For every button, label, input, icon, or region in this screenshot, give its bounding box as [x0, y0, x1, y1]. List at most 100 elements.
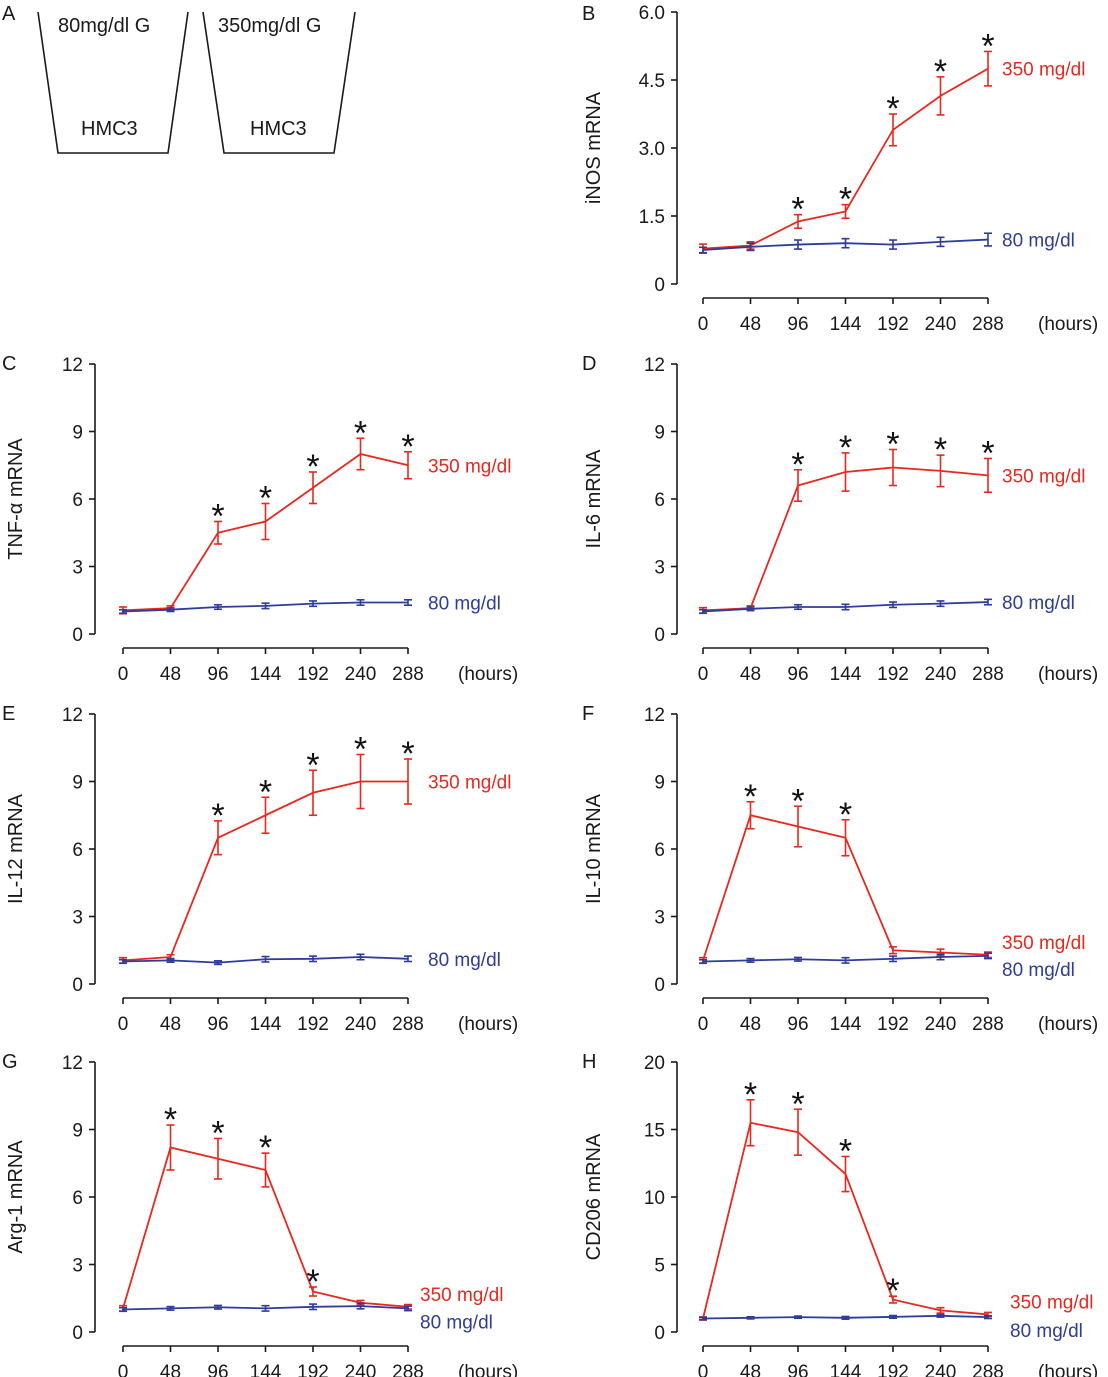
x-tick-label: 0	[118, 1362, 129, 1377]
significance-star: *	[259, 1129, 272, 1167]
x-tick-label: 48	[740, 314, 761, 335]
significance-star: *	[981, 27, 994, 65]
panel-letter: E	[2, 703, 15, 725]
x-tick-label: 240	[345, 1362, 377, 1377]
y-tick-label: 12	[62, 705, 83, 726]
significance-star: *	[981, 435, 994, 473]
y-axis-label: TNF-α mRNA	[5, 438, 27, 560]
x-unit-label: (hours)	[458, 1014, 518, 1035]
x-tick-label: 192	[877, 1362, 909, 1377]
x-tick-label: 288	[392, 1014, 424, 1035]
series-low: 80 mg/dl	[699, 1313, 1083, 1342]
x-tick-label: 240	[925, 664, 957, 685]
significance-star: *	[791, 446, 804, 484]
x-tick-label: 240	[925, 1362, 957, 1377]
significance-star: *	[839, 796, 852, 834]
series-high: * * * * 350 mg/dl	[119, 1101, 503, 1312]
y-tick-label: 3.0	[639, 139, 665, 160]
series-high: * * * * * 350 mg/dl	[119, 414, 511, 615]
x-tick-label: 48	[740, 1362, 761, 1377]
x-tick-label: 0	[698, 314, 709, 335]
y-tick-label: 0	[654, 625, 665, 646]
y-tick-label: 3	[654, 908, 665, 929]
significance-star: *	[744, 778, 757, 816]
y-tick-label: 20	[644, 1053, 665, 1074]
x-tick-label: 288	[392, 664, 424, 685]
series-label: 80 mg/dl	[1002, 231, 1075, 252]
y-axis-label: IL-10 mRNA	[583, 793, 605, 904]
x-tick-label: 192	[297, 664, 329, 685]
series-high: * * * 350 mg/dl	[699, 778, 1085, 964]
x-tick-label: 96	[207, 1014, 228, 1035]
significance-star: *	[744, 1076, 757, 1114]
x-tick-label: 288	[972, 664, 1004, 685]
series-high: * * * * * 350 mg/dl	[699, 27, 1085, 254]
y-axis-label: Arg-1 mRNA	[5, 1140, 27, 1254]
x-tick-label: 144	[250, 664, 282, 685]
series-label: 350 mg/dl	[428, 773, 511, 794]
x-tick-label: 192	[297, 1014, 329, 1035]
x-tick-label: 192	[877, 314, 909, 335]
schematic-panel: A 80mg/dl G HMC3 350mg/dl G HMC3	[2, 3, 356, 154]
x-tick-label: 96	[787, 664, 808, 685]
x-tick-label: 96	[207, 1362, 228, 1377]
significance-star: *	[886, 1272, 899, 1310]
y-tick-label: 9	[654, 423, 665, 444]
x-unit-label: (hours)	[1038, 314, 1098, 335]
x-tick-label: 96	[787, 1014, 808, 1035]
y-tick-label: 4.5	[639, 71, 665, 92]
chart-panel-c: C 0 3 6 9 12 0 48 96 144 192 240 288 (hours) TNF-α mRN…	[2, 353, 518, 685]
well-350: 350mg/dl G HMC3	[202, 11, 356, 154]
y-tick-label: 5	[654, 1256, 665, 1277]
y-tick-label: 12	[644, 705, 665, 726]
significance-star: *	[306, 746, 319, 784]
y-tick-label: 6	[72, 840, 83, 861]
significance-star: *	[791, 191, 804, 229]
series-label: 350 mg/dl	[428, 456, 511, 477]
y-tick-label: 6	[72, 490, 83, 511]
significance-star: *	[791, 1085, 804, 1123]
x-tick-label: 48	[740, 664, 761, 685]
series-low: 80 mg/dl	[119, 1302, 493, 1333]
series-low: 80 mg/dl	[699, 231, 1075, 254]
significance-star: *	[934, 431, 947, 469]
x-unit-label: (hours)	[1038, 1014, 1098, 1035]
y-tick-label: 0	[72, 975, 83, 996]
y-tick-label: 0	[654, 1323, 665, 1344]
series-label: 350 mg/dl	[1002, 466, 1085, 487]
y-tick-label: 0	[654, 975, 665, 996]
y-tick-label: 6	[654, 840, 665, 861]
x-unit-label: (hours)	[458, 664, 518, 685]
y-tick-label: 9	[72, 423, 83, 444]
y-tick-label: 3	[72, 1256, 83, 1277]
series-label: 80 mg/dl	[1010, 1321, 1083, 1342]
x-unit-label: (hours)	[458, 1362, 518, 1377]
series-line	[702, 67, 989, 250]
panel-letter-a: A	[2, 3, 16, 25]
y-tick-label: 6	[654, 490, 665, 511]
y-tick-label: 12	[644, 355, 665, 376]
significance-star: *	[306, 448, 319, 486]
x-tick-label: 144	[830, 1014, 862, 1035]
chart-panel-b: B 0 1.5 3.0 4.5 6.0 0 48 96 144 192 240 288 (hours) iN…	[582, 3, 1098, 335]
significance-star: *	[791, 782, 804, 820]
x-unit-label: (hours)	[1038, 1362, 1098, 1377]
chart-panel-e: E 0 3 6 9 12 0 48 96 144 192 240 288 (hours) IL-12 mRN…	[2, 703, 518, 1035]
y-tick-label: 9	[72, 773, 83, 794]
y-tick-label: 10	[644, 1188, 665, 1209]
y-tick-label: 3	[72, 558, 83, 579]
x-tick-label: 96	[207, 664, 228, 685]
y-tick-label: 12	[62, 355, 83, 376]
significance-star: *	[164, 1101, 177, 1139]
x-tick-label: 96	[787, 1362, 808, 1377]
series-label: 350 mg/dl	[1002, 933, 1085, 954]
x-tick-label: 96	[787, 314, 808, 335]
well-outline	[37, 11, 189, 154]
significance-star: *	[839, 1133, 852, 1171]
y-tick-label: 1.5	[639, 207, 665, 228]
well-80: 80mg/dl G HMC3	[37, 11, 189, 154]
significance-star: *	[211, 498, 224, 536]
x-tick-label: 288	[972, 1014, 1004, 1035]
y-tick-label: 0	[72, 1323, 83, 1344]
series-label: 350 mg/dl	[1010, 1292, 1093, 1313]
